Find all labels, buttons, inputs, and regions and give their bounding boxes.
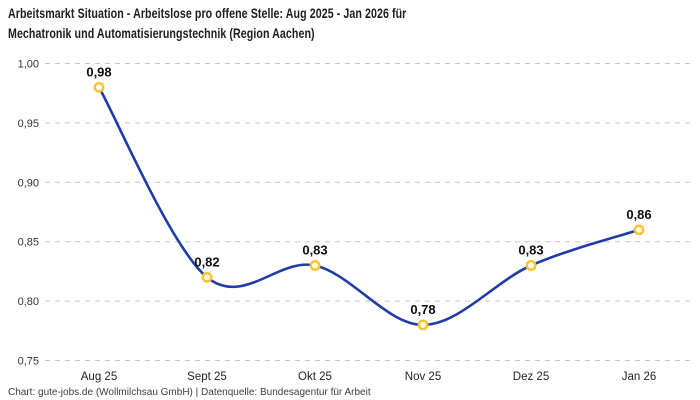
data-point-marker — [525, 260, 537, 271]
y-tick-label: 0,75 — [18, 356, 39, 368]
x-tick-label: Dez 25 — [513, 371, 549, 383]
data-point-marker — [417, 319, 429, 331]
chart-title-line1: Arbeitsmarkt Situation - Arbeitslose pro… — [8, 5, 407, 21]
data-label: 0,78 — [410, 302, 435, 317]
y-tick-label: 0,90 — [18, 177, 39, 189]
data-point-marker — [201, 271, 213, 283]
data-label: 0,86 — [626, 207, 651, 222]
data-point-marker — [93, 81, 105, 93]
chart-title: Arbeitsmarkt Situation - Arbeitslose pro… — [8, 3, 532, 43]
y-tick-label: 1,00 — [18, 59, 39, 71]
chart-title-line2: Mechatronik und Automatisierungstechnik … — [8, 25, 315, 41]
x-tick-label: Aug 25 — [81, 371, 117, 383]
x-tick-label: Okt 25 — [298, 371, 332, 383]
data-label: 0,83 — [302, 243, 327, 258]
attribution-text: Chart: gute-jobs.de (Wollmilchsau GmbH) … — [8, 387, 371, 398]
data-label: 0,83 — [518, 243, 543, 258]
data-point-marker — [309, 260, 321, 271]
y-tick-label: 0,80 — [18, 296, 39, 308]
data-label: 0,82 — [194, 254, 219, 269]
x-tick-label: Sept 25 — [187, 371, 227, 383]
data-label: 0,98 — [86, 64, 111, 79]
y-tick-label: 0,85 — [18, 237, 39, 249]
y-tick-label: 0,95 — [18, 118, 39, 130]
x-tick-label: Jan 26 — [622, 371, 657, 383]
data-point-marker — [633, 224, 645, 236]
x-tick-label: Nov 25 — [405, 371, 441, 383]
